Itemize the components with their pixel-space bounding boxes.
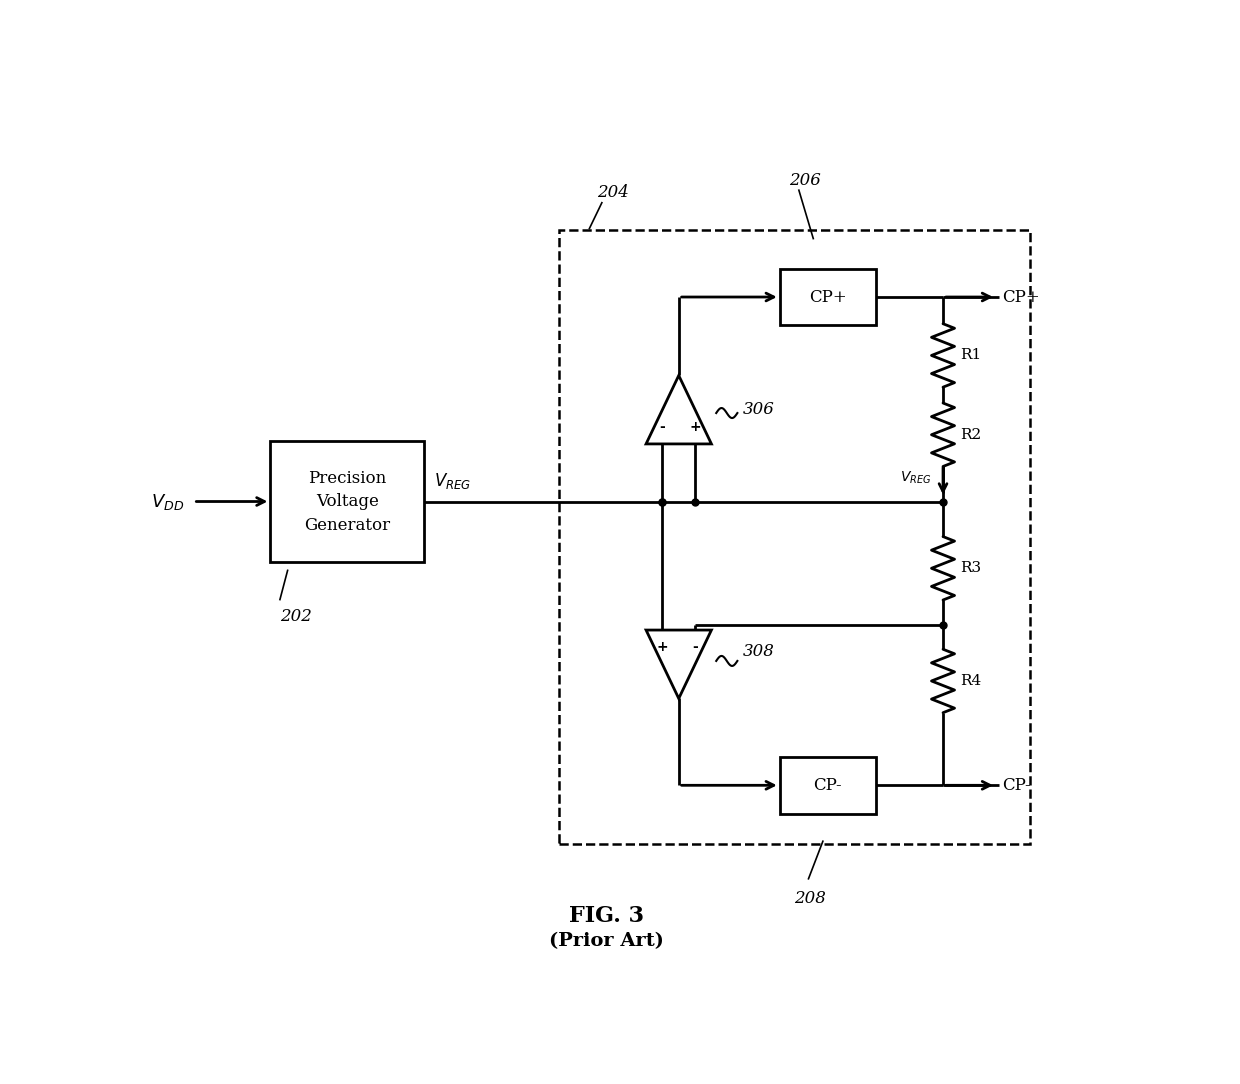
Text: CP+: CP+ xyxy=(1003,288,1040,306)
Text: $V_{REG}$: $V_{REG}$ xyxy=(434,472,471,491)
Text: Precision
Voltage
Generator: Precision Voltage Generator xyxy=(304,469,391,533)
Text: $V_{DD}$: $V_{DD}$ xyxy=(151,491,184,512)
Text: 208: 208 xyxy=(794,890,826,906)
Text: 204: 204 xyxy=(596,184,629,201)
Text: CP-: CP- xyxy=(813,777,842,793)
Text: FIG. 3: FIG. 3 xyxy=(569,905,644,927)
Text: R1: R1 xyxy=(960,348,982,362)
Text: R2: R2 xyxy=(960,428,982,442)
Text: 206: 206 xyxy=(789,171,821,189)
Text: CP+: CP+ xyxy=(808,288,847,306)
Text: CP-: CP- xyxy=(1003,777,1032,793)
Text: 308: 308 xyxy=(743,643,775,660)
Text: 202: 202 xyxy=(280,608,311,625)
Bar xyxy=(270,441,424,562)
Text: -: - xyxy=(660,420,666,434)
Text: -: - xyxy=(692,641,698,654)
Text: R4: R4 xyxy=(960,674,982,688)
Text: R3: R3 xyxy=(960,562,981,576)
Text: 306: 306 xyxy=(743,401,775,418)
Text: +: + xyxy=(657,641,668,654)
Text: +: + xyxy=(689,420,701,434)
Bar xyxy=(558,230,1029,843)
Text: (Prior Art): (Prior Art) xyxy=(549,932,665,951)
Text: $V_{REG}$: $V_{REG}$ xyxy=(900,470,931,487)
Bar xyxy=(780,757,875,814)
Bar xyxy=(780,269,875,325)
